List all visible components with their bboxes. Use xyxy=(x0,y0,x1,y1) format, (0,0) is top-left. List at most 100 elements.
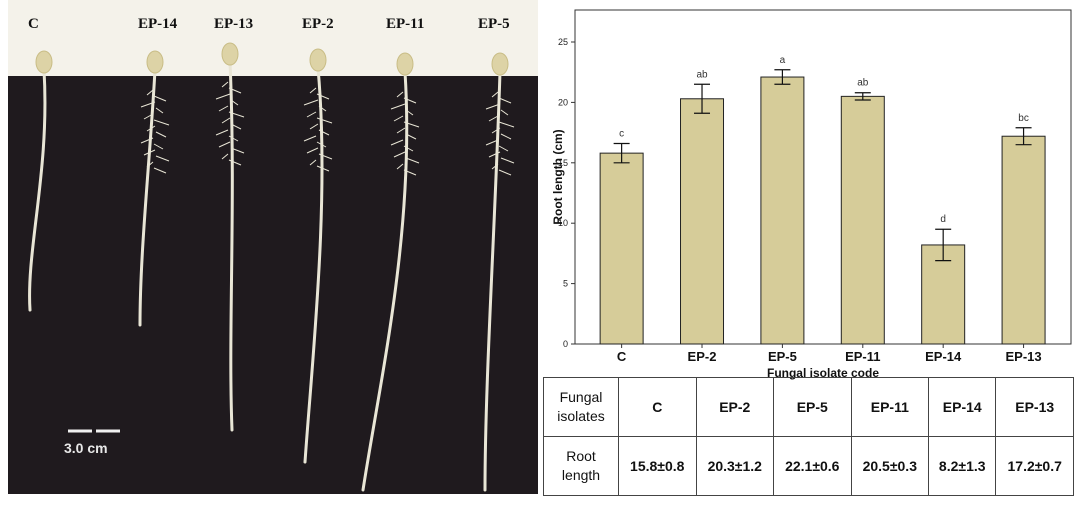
lateral-root xyxy=(403,145,414,152)
y-tick-label: 5 xyxy=(563,279,568,289)
x-tick-label: EP-2 xyxy=(688,349,717,364)
seed xyxy=(491,52,509,76)
lateral-root xyxy=(309,159,317,166)
lateral-root xyxy=(316,93,330,100)
lateral-root xyxy=(230,99,239,106)
lateral-root xyxy=(146,161,154,168)
bar xyxy=(760,76,805,345)
root-length-cell: 17.2±0.7 xyxy=(995,436,1074,496)
primary-root xyxy=(483,70,502,492)
x-axis-title: Fungal isolate code xyxy=(767,366,879,380)
lateral-root xyxy=(405,157,420,164)
lateral-root xyxy=(485,103,501,110)
lateral-root xyxy=(318,129,330,136)
lateral-root xyxy=(303,135,317,142)
lateral-root xyxy=(488,115,499,122)
lateral-root xyxy=(498,145,509,152)
lateral-root xyxy=(393,151,406,158)
lateral-root xyxy=(228,87,242,94)
primary-root xyxy=(228,60,234,432)
lateral-root xyxy=(403,97,417,104)
lateral-root xyxy=(405,109,414,116)
lateral-root xyxy=(405,133,417,140)
x-tick-label: EP-5 xyxy=(768,349,797,364)
photo-label-c: C xyxy=(28,16,39,32)
dark-board xyxy=(8,76,538,494)
lateral-root xyxy=(316,165,330,172)
row-header-isolates: Fungal isolates xyxy=(543,377,619,437)
row-header-root-length-line2: length xyxy=(561,467,601,483)
lateral-root xyxy=(396,163,404,170)
significance-letter: d xyxy=(940,214,946,225)
lateral-root xyxy=(228,159,242,166)
primary-root xyxy=(303,66,324,464)
lateral-root xyxy=(498,121,515,128)
bar-group: c ab a ab d bc xyxy=(599,55,1046,345)
row-header-isolates-line2: isolates xyxy=(557,408,605,424)
bar xyxy=(680,98,725,345)
lateral-root xyxy=(396,91,404,98)
lateral-root xyxy=(221,81,229,88)
lateral-root xyxy=(221,117,231,124)
isolate-cell: C xyxy=(618,377,697,437)
x-tick-label: EP-13 xyxy=(1006,349,1042,364)
root-length-table: Fungal isolates C EP-2 EP-5 EP-11 EP-14 … xyxy=(543,377,1074,496)
lateral-root xyxy=(390,139,404,146)
x-tick-label: EP-11 xyxy=(845,349,880,364)
lateral-root xyxy=(230,123,242,130)
scale-bar-label: 3.0 cm xyxy=(64,440,108,456)
lateral-root xyxy=(303,99,319,106)
seed xyxy=(396,52,414,76)
lateral-root xyxy=(153,167,167,174)
y-tick-label: 20 xyxy=(558,97,568,107)
lateral-root xyxy=(155,131,167,138)
bar xyxy=(840,95,885,345)
lateral-root xyxy=(309,123,319,130)
lateral-root xyxy=(140,137,154,144)
lateral-root xyxy=(485,139,499,146)
seed xyxy=(309,48,327,72)
significance-letter: a xyxy=(780,55,786,66)
significance-letter: ab xyxy=(857,78,869,89)
y-axis: 0 5 10 15 20 25 xyxy=(558,37,575,349)
lateral-root xyxy=(153,119,170,126)
isolate-cell: EP-13 xyxy=(995,377,1074,437)
isolate-cell: EP-2 xyxy=(695,377,775,437)
significance-letter: c xyxy=(619,128,624,139)
significance-letter: bc xyxy=(1018,113,1029,124)
isolate-cell: EP-5 xyxy=(773,377,852,437)
photo-label-ep13: EP-13 xyxy=(214,16,254,32)
lateral-root xyxy=(146,125,156,132)
lateral-root xyxy=(396,127,406,134)
seed xyxy=(146,50,164,74)
x-tick-label: EP-14 xyxy=(925,349,962,364)
lateral-root xyxy=(306,111,317,118)
lateral-root xyxy=(153,143,164,150)
row-header-root-length-line1: Root xyxy=(566,448,596,464)
root-length-cell: 20.3±1.2 xyxy=(695,436,775,496)
lateral-root xyxy=(491,91,499,98)
x-axis: C EP-2 EP-5 EP-11 EP-14 EP-13 xyxy=(617,344,1042,364)
lateral-root xyxy=(221,153,229,160)
seed xyxy=(35,50,53,74)
isolate-cell: EP-11 xyxy=(850,377,930,437)
root-length-cell: 15.8±0.8 xyxy=(618,436,697,496)
photo-label-ep2: EP-2 xyxy=(302,16,334,32)
x-tick-label: C xyxy=(617,349,627,364)
lateral-root xyxy=(143,149,156,156)
primary-root xyxy=(138,68,157,327)
plot-frame xyxy=(574,9,1072,345)
photo-label-ep14: EP-14 xyxy=(138,16,178,32)
paper-strip xyxy=(8,0,538,80)
bar xyxy=(599,152,644,345)
lateral-root xyxy=(498,97,512,104)
data-table: Fungal isolates C EP-2 EP-5 EP-11 EP-14 … xyxy=(543,377,1074,496)
seed xyxy=(221,42,239,66)
lateral-root xyxy=(318,153,333,160)
photo-label-ep5: EP-5 xyxy=(478,16,510,32)
lateral-root xyxy=(306,147,319,154)
seedling-photo: C EP-14 EP-13 EP-2 EP-11 EP-5 3.0 cm xyxy=(0,0,540,507)
root-length-chart: 0 5 10 15 20 25 c ab a ab d bc C EP-2 EP-5 EP-11 EP-14… xyxy=(551,9,1072,380)
root-length-cell: 20.5±0.3 xyxy=(850,436,930,496)
y-tick-label: 0 xyxy=(563,339,568,349)
